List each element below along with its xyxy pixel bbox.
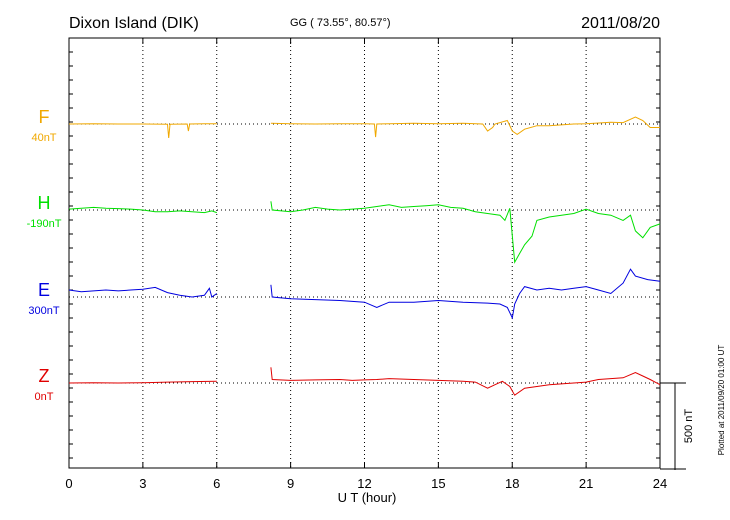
series-baseline-e: 300nT [28,305,59,317]
x-tick-label: 15 [431,476,445,491]
series-line-z [270,367,661,396]
series-line-h [68,206,217,214]
series-baseline-z: 0nT [35,391,54,403]
series-line-e [68,286,218,298]
plotted-timestamp: Plotted at 2011/09/20 01:00 UT [717,345,726,456]
scale-bar-label: 500 nT [683,409,695,444]
series-line-f [68,123,217,138]
series-line-z [68,380,217,384]
station-coordinates: GG ( 73.55°, 80.57°) [290,17,391,29]
scale-bar: 500 nT [660,382,695,470]
series-line-e [270,268,661,320]
series-line-f [270,116,660,138]
series-name-f: F [39,107,50,127]
x-tick-label: 3 [139,476,146,491]
x-tick-label: 12 [357,476,371,491]
station-title: Dixon Island (DIK) [69,15,199,32]
x-axis-label: U T (hour) [338,490,397,505]
x-tick-label: 9 [287,476,294,491]
series-line-h [270,201,661,264]
date-label: 2011/08/20 [581,15,660,32]
series-baseline-f: 40nT [31,132,56,144]
series-baseline-h: -190nT [27,218,62,230]
x-tick-label: 0 [65,476,72,491]
x-tick-label: 6 [213,476,220,491]
x-tick-label: 18 [505,476,519,491]
x-tick-label: 21 [579,476,593,491]
series-name-h: H [38,193,51,213]
series-name-z: Z [39,366,50,386]
x-tick-label: 24 [653,476,667,491]
series-name-e: E [38,280,50,300]
